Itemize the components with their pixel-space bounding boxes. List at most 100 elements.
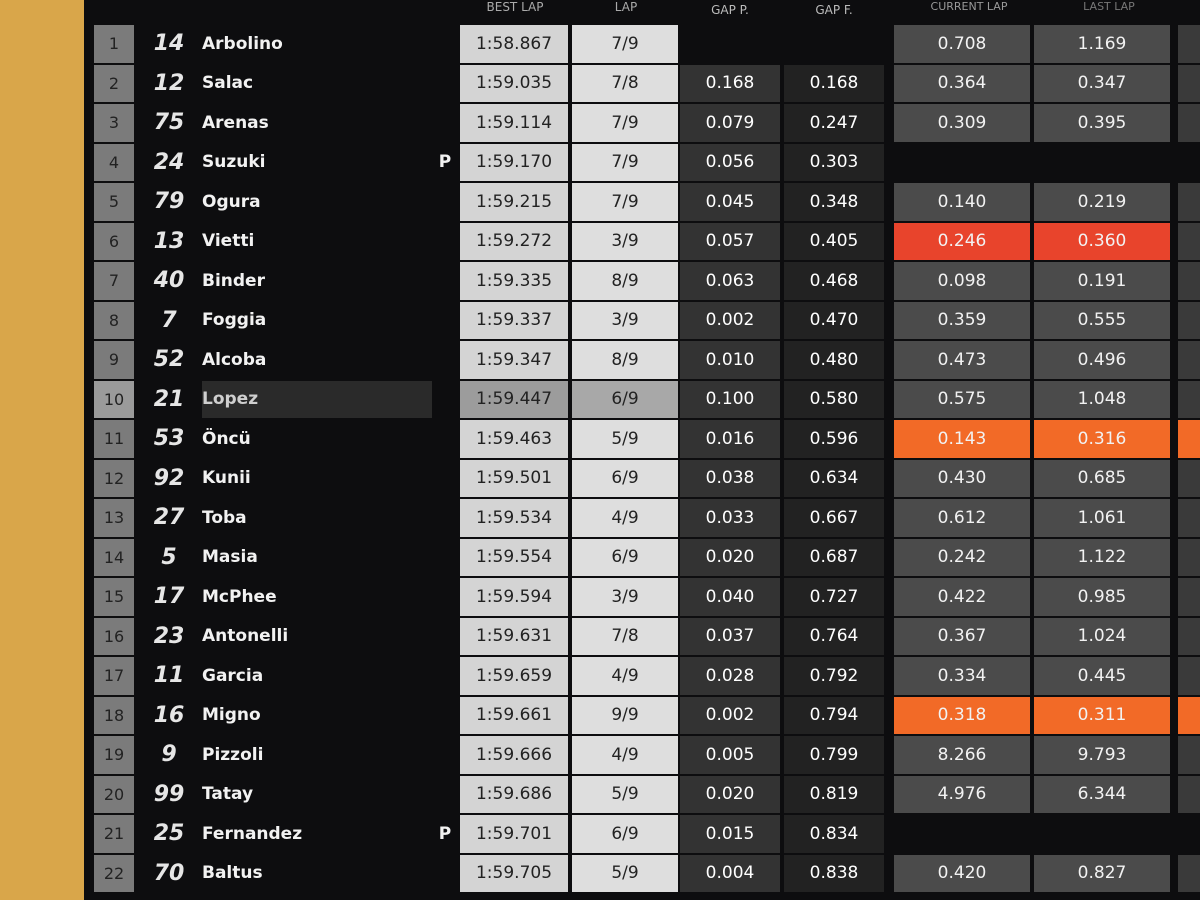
extra-column xyxy=(1178,341,1200,379)
rider-name: Pizzoli xyxy=(202,744,264,765)
gap-first: 0.667 xyxy=(784,499,884,537)
position: 17 xyxy=(94,657,134,695)
lap-count: 7/9 xyxy=(572,143,678,181)
extra-column xyxy=(1178,775,1200,813)
rider-number: 24 xyxy=(153,149,185,175)
sector-1: 0.612 xyxy=(894,499,1030,537)
gap-first: 0.303 xyxy=(784,143,884,181)
gap-first: 0.838 xyxy=(784,854,884,892)
gap-previous: 0.056 xyxy=(680,143,780,181)
extra-column xyxy=(1178,578,1200,616)
rider-number: 52 xyxy=(153,347,185,373)
gap-previous: 0.015 xyxy=(680,815,780,853)
best-lap: 1:59.337 xyxy=(460,301,568,339)
gap-previous: 0.002 xyxy=(680,301,780,339)
best-lap: 1:59.114 xyxy=(460,104,568,142)
sector-1: 0.246 xyxy=(894,222,1030,260)
rider-number: 79 xyxy=(153,189,185,215)
position: 6 xyxy=(94,222,134,260)
position: 13 xyxy=(94,499,134,537)
position: 9 xyxy=(94,341,134,379)
gap-first: 0.348 xyxy=(784,183,884,221)
best-lap: 1:59.534 xyxy=(460,499,568,537)
sector-2: 0.445 xyxy=(1034,657,1170,695)
best-lap: 1:59.631 xyxy=(460,617,568,655)
lap-count: 3/9 xyxy=(572,222,678,260)
sector-2: 1.048 xyxy=(1034,380,1170,418)
rider-number: 25 xyxy=(153,821,185,847)
sector-2: 6.344 xyxy=(1034,775,1170,813)
position: 22 xyxy=(94,854,134,892)
sector-2: 0.685 xyxy=(1034,459,1170,497)
extra-column xyxy=(1178,657,1200,695)
gap-first: 0.819 xyxy=(784,775,884,813)
sector-1: 0.420 xyxy=(894,854,1030,892)
header-gap-p: GAP P. xyxy=(711,3,749,17)
sector-2: 0.191 xyxy=(1034,262,1170,300)
sector-1: 0.143 xyxy=(894,420,1030,458)
extra-column xyxy=(1178,380,1200,418)
sector-2: 0.360 xyxy=(1034,222,1170,260)
sector-2: 0.496 xyxy=(1034,341,1170,379)
rider-name: Masia xyxy=(202,547,258,568)
sector-1: 0.098 xyxy=(894,262,1030,300)
rider-name: Tatay xyxy=(202,784,254,805)
sector-2: 0.827 xyxy=(1034,854,1170,892)
best-lap: 1:59.347 xyxy=(460,341,568,379)
position: 11 xyxy=(94,420,134,458)
sector-1: 0.575 xyxy=(894,380,1030,418)
lap-count: 5/9 xyxy=(572,854,678,892)
best-lap: 1:59.666 xyxy=(460,736,568,774)
sector-1: 0.364 xyxy=(894,64,1030,102)
rider-name: Kunii xyxy=(202,468,251,489)
sector-2: 1.122 xyxy=(1034,538,1170,576)
timing-screen: BEST LAP LAP GAP P. GAP F. CURRENT LAP LAST L… xyxy=(84,0,1200,900)
sector-2: 0.347 xyxy=(1034,64,1170,102)
extra-column xyxy=(1178,104,1200,142)
rider-name: Migno xyxy=(202,705,261,726)
gap-previous: 0.057 xyxy=(680,222,780,260)
rider-number: 27 xyxy=(153,505,185,531)
rider-name: Foggia xyxy=(202,310,267,331)
rider-number: 17 xyxy=(153,584,185,610)
sector-2: 1.061 xyxy=(1034,499,1170,537)
gap-previous: 0.020 xyxy=(680,538,780,576)
gap-previous: 0.033 xyxy=(680,499,780,537)
rider-name: Lopez xyxy=(202,380,432,418)
lap-count: 3/9 xyxy=(572,578,678,616)
best-lap: 1:59.170 xyxy=(460,143,568,181)
lap-count: 4/9 xyxy=(572,736,678,774)
rider-name: Garcia xyxy=(202,665,264,686)
lap-count: 3/9 xyxy=(572,301,678,339)
best-lap: 1:59.035 xyxy=(460,64,568,102)
gap-previous: 0.010 xyxy=(680,341,780,379)
position: 16 xyxy=(94,617,134,655)
rider-number: 40 xyxy=(153,268,185,294)
best-lap: 1:59.659 xyxy=(460,657,568,695)
pit-flag: P xyxy=(438,152,452,173)
sector-2: 1.024 xyxy=(1034,617,1170,655)
gap-first: 0.168 xyxy=(784,64,884,102)
position: 20 xyxy=(94,775,134,813)
best-lap: 1:59.215 xyxy=(460,183,568,221)
rider-name: McPhee xyxy=(202,586,277,607)
gap-previous: 0.020 xyxy=(680,775,780,813)
rider-name: Baltus xyxy=(202,863,263,884)
lap-count: 8/9 xyxy=(572,262,678,300)
sector-2: 0.219 xyxy=(1034,183,1170,221)
gap-previous: 0.038 xyxy=(680,459,780,497)
position: 15 xyxy=(94,578,134,616)
rider-number: 9 xyxy=(161,742,177,768)
gap-previous: 0.100 xyxy=(680,380,780,418)
gap-previous: 0.004 xyxy=(680,854,780,892)
rider-number: 21 xyxy=(153,386,185,412)
best-lap: 1:59.463 xyxy=(460,420,568,458)
sector-1: 0.334 xyxy=(894,657,1030,695)
best-lap: 1:59.701 xyxy=(460,815,568,853)
header-lap: LAP xyxy=(614,0,638,14)
header-current-lap: CURRENT LAP xyxy=(930,0,1008,13)
gap-previous: 0.045 xyxy=(680,183,780,221)
rider-number: 99 xyxy=(153,781,185,807)
rider-number: 5 xyxy=(161,544,177,570)
gap-first: 0.470 xyxy=(784,301,884,339)
